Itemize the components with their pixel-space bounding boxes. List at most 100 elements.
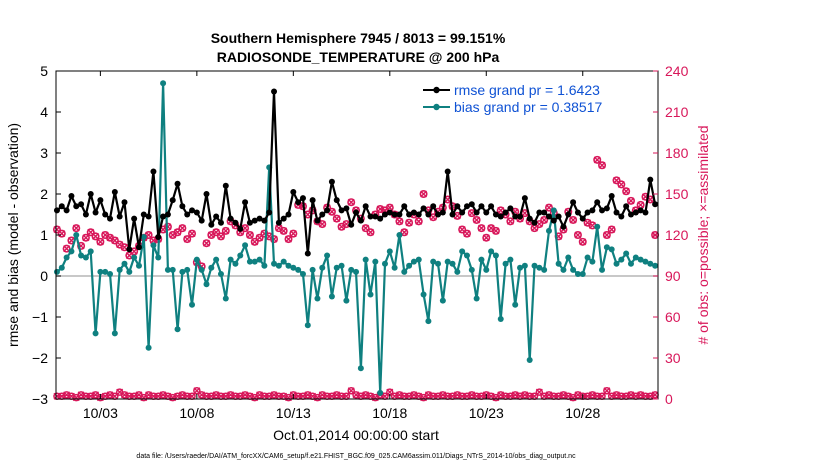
rmse-point: [203, 191, 210, 197]
bias-point: [155, 254, 162, 261]
bias-point: [459, 248, 466, 255]
bias-point: [454, 268, 461, 275]
y-right-tick-label: 180: [665, 145, 689, 161]
rmse-point: [97, 197, 104, 204]
rmse-point: [623, 203, 630, 210]
obs-assimilated-marker-on-possible: [333, 215, 341, 223]
bias-point: [444, 258, 451, 265]
bias-point: [275, 262, 282, 269]
rmse-point: [391, 211, 398, 218]
rmse-point: [246, 219, 253, 226]
rmse-point: [425, 211, 432, 218]
x-tick-label: 10/03: [83, 405, 118, 421]
bias-point: [517, 264, 524, 271]
bias-point: [246, 258, 253, 265]
y-axis-label-right: # of obs: o=possible; ×=assimilated: [695, 125, 711, 344]
rmse-point: [502, 209, 509, 216]
rmse-point: [319, 211, 326, 218]
bias-point: [328, 293, 335, 300]
bias-point: [603, 244, 610, 251]
rmse-point: [343, 205, 350, 212]
rmse-point: [507, 205, 514, 212]
rmse-point: [261, 217, 268, 224]
bias-point: [488, 248, 495, 255]
rmse-point: [78, 201, 85, 208]
x-axis-label: Oct.01,2014 00:00:00 start: [273, 427, 439, 443]
rmse-point: [285, 211, 292, 218]
rmse-point: [541, 209, 548, 216]
obs-assimilated-marker-on-possible: [622, 187, 630, 195]
rmse-point: [290, 188, 297, 195]
bias-point: [570, 266, 577, 273]
rmse-point: [92, 209, 99, 216]
bias-point: [174, 326, 181, 333]
bias-point: [627, 260, 634, 267]
rmse-point: [73, 203, 80, 210]
obs-possible-marker: [202, 239, 211, 248]
rmse-point: [222, 182, 229, 189]
bias-point: [512, 301, 519, 308]
obs-assimilated-marker-on-possible: [405, 219, 413, 227]
rmse-point: [420, 205, 427, 212]
bias-point: [261, 262, 268, 269]
y-right-tick-label: 90: [665, 268, 681, 284]
bias-point: [521, 262, 528, 269]
rmse-point: [184, 211, 191, 218]
bias-point: [449, 260, 456, 267]
obs-assimilated-low-marker: [342, 392, 350, 400]
bias-point: [362, 256, 369, 263]
bias-point: [237, 252, 244, 259]
rmse-point: [126, 246, 133, 253]
rmse-point: [531, 219, 538, 226]
obs-possible-marker: [607, 225, 616, 234]
obs-assimilated-marker-on-possible: [608, 226, 616, 234]
obs-assimilated-marker-on-possible: [420, 190, 428, 198]
bias-point: [430, 258, 437, 265]
obs-assimilated-marker-on-possible: [188, 230, 196, 238]
rmse-point: [251, 217, 258, 224]
bias-point: [309, 266, 316, 273]
bias-point: [372, 258, 379, 265]
y-axis-label-left: rmse and bias (model - observation): [5, 123, 21, 347]
rmse-point: [111, 188, 118, 195]
obs-assimilated-low-marker: [651, 391, 659, 399]
bias-point: [642, 258, 649, 265]
obs-possible-marker: [96, 237, 105, 246]
rmse-point: [377, 215, 384, 222]
rmse-point: [449, 211, 456, 218]
bias-point: [53, 268, 60, 275]
rmse-point: [275, 219, 282, 226]
rmse-point: [348, 221, 355, 228]
rmse-point: [401, 203, 408, 210]
rmse-point: [179, 203, 186, 210]
obs-assimilated-marker-on-possible: [92, 232, 100, 240]
obs-assimilated-marker-on-possible: [603, 231, 611, 239]
rmse-point: [492, 211, 499, 218]
y-right-tick-label: 120: [665, 227, 689, 243]
x-tick-label: 10/18: [372, 405, 407, 421]
rmse-point: [338, 207, 345, 214]
rmse-point: [328, 178, 335, 185]
rmse-point: [579, 215, 586, 222]
obs-possible-marker: [400, 228, 409, 237]
obs-possible-marker: [419, 190, 428, 199]
y-left-tick-label: −3: [32, 391, 48, 407]
obs-possible-marker: [91, 232, 100, 241]
obs-possible-marker: [62, 244, 71, 253]
rmse-series-line: [56, 90, 657, 255]
y-right-tick-label: 150: [665, 186, 689, 202]
obs-assimilated-marker-on-possible: [386, 204, 394, 212]
bias-point: [208, 264, 215, 271]
obs-assimilated-marker-on-possible: [569, 216, 577, 224]
obs-assimilated-marker-on-possible: [318, 220, 326, 228]
bias-point: [131, 254, 138, 261]
rmse-point: [145, 213, 152, 220]
obs-assimilated-marker-on-possible: [463, 230, 471, 238]
obs-possible-marker: [332, 214, 341, 223]
obs-assimilated-marker-on-possible: [415, 217, 423, 225]
bias-point: [367, 291, 374, 298]
obs-assimilated-marker-on-possible: [492, 227, 500, 235]
bias-point: [623, 250, 630, 257]
obs-assimilated-marker-on-possible: [183, 235, 191, 243]
x-tick-label: 10/23: [469, 405, 504, 421]
